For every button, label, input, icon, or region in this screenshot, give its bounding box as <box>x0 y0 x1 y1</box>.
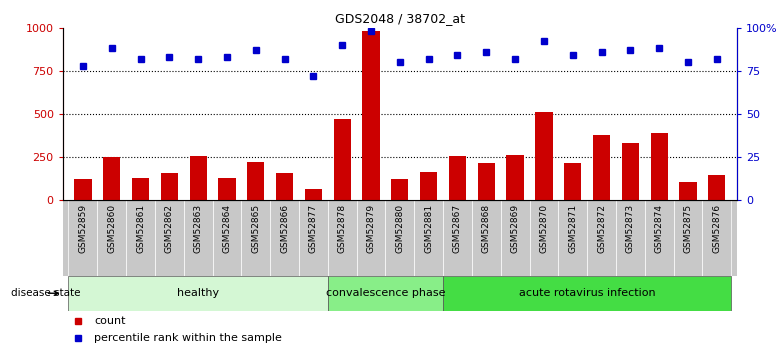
Text: count: count <box>94 316 125 326</box>
Text: GSM52876: GSM52876 <box>713 204 721 253</box>
Text: GSM52875: GSM52875 <box>684 204 692 253</box>
Bar <box>501 200 529 276</box>
Bar <box>362 31 379 200</box>
Text: GSM52864: GSM52864 <box>223 204 231 253</box>
Text: GSM52861: GSM52861 <box>136 204 145 253</box>
Bar <box>305 189 322 200</box>
Text: GSM52874: GSM52874 <box>655 204 664 253</box>
Bar <box>155 200 183 276</box>
Bar <box>212 200 241 276</box>
Text: GSM52870: GSM52870 <box>539 204 549 253</box>
Text: GSM52862: GSM52862 <box>165 204 174 253</box>
Text: GSM52873: GSM52873 <box>626 204 635 253</box>
Bar <box>276 173 293 200</box>
Text: GSM52877: GSM52877 <box>309 204 318 253</box>
Text: GSM52872: GSM52872 <box>597 204 606 253</box>
Text: GSM52880: GSM52880 <box>395 204 405 253</box>
Bar <box>357 200 386 276</box>
Text: GSM52866: GSM52866 <box>280 204 289 253</box>
Bar <box>587 200 616 276</box>
Bar <box>651 133 668 200</box>
Text: GSM52869: GSM52869 <box>510 204 520 253</box>
Text: percentile rank within the sample: percentile rank within the sample <box>94 333 282 343</box>
Bar <box>74 179 92 200</box>
Bar <box>679 182 697 200</box>
Bar <box>708 175 725 200</box>
Bar <box>472 200 501 276</box>
Bar <box>333 119 351 200</box>
Text: GSM52881: GSM52881 <box>424 204 433 253</box>
Bar <box>328 200 357 276</box>
Bar <box>247 162 264 200</box>
Bar <box>299 200 328 276</box>
Bar <box>161 173 178 200</box>
Bar <box>673 200 702 276</box>
Bar <box>414 200 443 276</box>
Text: GSM52860: GSM52860 <box>107 204 116 253</box>
Text: GSM52871: GSM52871 <box>568 204 577 253</box>
Text: convalescence phase: convalescence phase <box>325 288 445 298</box>
Text: GSM52863: GSM52863 <box>194 204 202 253</box>
Bar <box>506 155 524 200</box>
Text: healthy: healthy <box>177 288 220 298</box>
Bar <box>535 112 553 200</box>
Bar <box>529 200 558 276</box>
Bar <box>328 276 443 310</box>
Bar <box>564 163 582 200</box>
Bar <box>270 200 299 276</box>
Bar <box>616 200 644 276</box>
Bar <box>558 200 587 276</box>
Title: GDS2048 / 38702_at: GDS2048 / 38702_at <box>335 12 465 25</box>
Bar <box>443 276 731 310</box>
Bar <box>443 200 472 276</box>
Bar <box>97 200 126 276</box>
Text: GSM52859: GSM52859 <box>78 204 87 253</box>
Bar <box>241 200 270 276</box>
Text: GSM52865: GSM52865 <box>251 204 260 253</box>
Bar <box>448 156 466 200</box>
Bar <box>126 200 155 276</box>
Bar <box>420 171 437 200</box>
Bar <box>622 143 639 200</box>
Bar <box>391 179 408 200</box>
Text: GSM52878: GSM52878 <box>338 204 347 253</box>
Bar <box>68 200 97 276</box>
Bar <box>190 156 207 200</box>
Bar <box>477 163 495 200</box>
Bar <box>386 200 414 276</box>
Text: disease state: disease state <box>11 288 80 298</box>
Bar <box>593 135 610 200</box>
Bar <box>68 276 328 310</box>
Text: GSM52879: GSM52879 <box>367 204 376 253</box>
Bar <box>103 157 121 200</box>
Bar <box>132 178 149 200</box>
Text: acute rotavirus infection: acute rotavirus infection <box>519 288 655 298</box>
Bar <box>644 200 673 276</box>
Text: GSM52867: GSM52867 <box>453 204 462 253</box>
Bar <box>218 178 236 200</box>
Bar <box>702 200 731 276</box>
Bar <box>183 200 212 276</box>
Text: GSM52868: GSM52868 <box>482 204 491 253</box>
